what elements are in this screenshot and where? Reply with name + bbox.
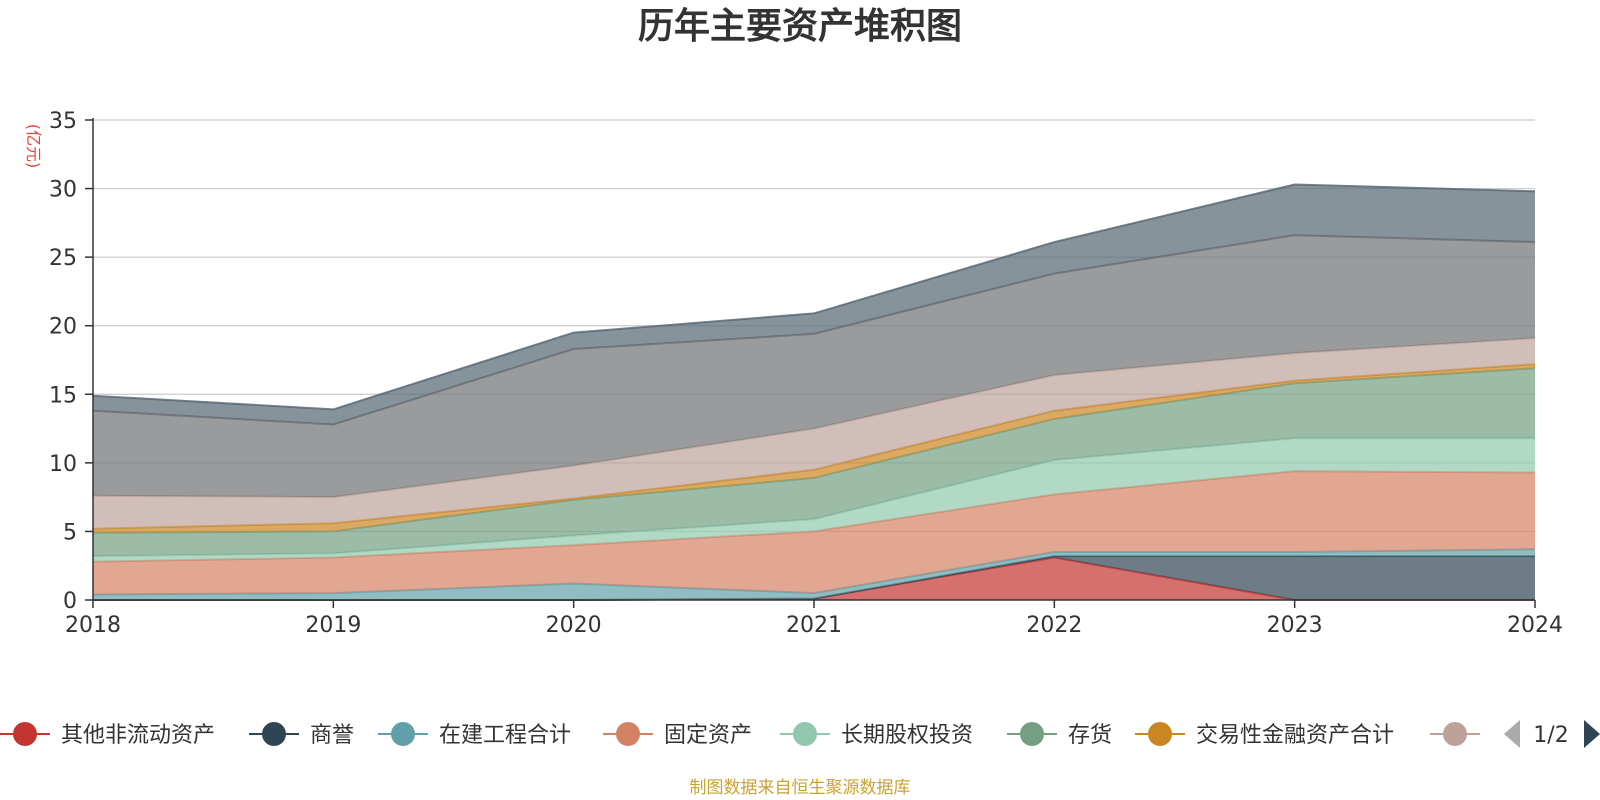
x-tick-label: 2021 — [786, 613, 842, 638]
legend-item-0[interactable]: 其他非流动资产 — [0, 722, 215, 748]
legend-prev-page-icon[interactable] — [1504, 720, 1520, 748]
area-series-8 — [93, 235, 1535, 498]
area-series-3 — [93, 471, 1535, 595]
y-tick-label: 0 — [63, 589, 77, 614]
legend-marker-icon — [1148, 722, 1172, 746]
legend-label: 其他非流动资产 — [61, 723, 215, 748]
y-axis-unit-label: (亿元) — [24, 124, 43, 169]
legend-next-page-icon[interactable] — [1584, 720, 1600, 748]
y-tick-label: 30 — [49, 178, 77, 203]
legend-item-4[interactable]: 长期股权投资 — [780, 722, 973, 748]
area-series-1 — [93, 556, 1535, 600]
legend-marker-icon — [262, 722, 286, 746]
y-tick-label: 25 — [49, 246, 77, 271]
legend-item-5[interactable]: 存货 — [1007, 722, 1112, 748]
legend-marker-icon — [391, 722, 415, 746]
y-tick-label: 5 — [63, 520, 77, 545]
area-series-4 — [93, 438, 1535, 562]
chart-title: 历年主要资产堆积图 — [638, 6, 962, 47]
legend-item-1[interactable]: 商誉 — [249, 722, 354, 748]
y-tick-label: 15 — [49, 383, 77, 408]
area-series-0 — [93, 557, 1535, 600]
legend-label: 在建工程合计 — [439, 723, 571, 748]
data-source-note: 制图数据来自恒生聚源数据库 — [690, 778, 911, 798]
legend-label: 存货 — [1068, 723, 1112, 748]
legend-label: 商誉 — [310, 723, 354, 748]
area-series-9 — [93, 184, 1535, 425]
legend-pager: 1/2 — [1504, 720, 1600, 748]
legend-item-7[interactable] — [1430, 722, 1480, 746]
legend-marker-icon — [13, 722, 37, 746]
x-tick-label: 2024 — [1507, 613, 1563, 638]
legend-page-indicator: 1/2 — [1533, 723, 1568, 748]
y-tick-label: 20 — [49, 315, 77, 340]
x-tick-label: 2019 — [305, 613, 361, 638]
y-tick-label: 10 — [49, 452, 77, 477]
legend-label: 长期股权投资 — [841, 723, 973, 748]
legend-item-6[interactable]: 交易性金融资产合计 — [1135, 722, 1394, 748]
x-tick-label: 2023 — [1267, 613, 1323, 638]
area-series-9-line — [92, 183, 1536, 411]
x-tick-label: 2022 — [1026, 613, 1082, 638]
legend-label: 固定资产 — [664, 723, 752, 748]
legend-marker-icon — [793, 722, 817, 746]
y-tick-label: 35 — [49, 109, 77, 134]
legend-item-3[interactable]: 固定资产 — [603, 722, 752, 748]
legend-item-2[interactable]: 在建工程合计 — [378, 722, 571, 748]
legend-marker-icon — [616, 722, 640, 746]
area-series-7 — [93, 338, 1535, 529]
x-tick-label: 2020 — [546, 613, 602, 638]
legend-marker-icon — [1443, 722, 1467, 746]
legend: 其他非流动资产 商誉 在建工程合计 固定资产 长期股权投资 存货 交易性金融资产合计 — [0, 722, 1480, 748]
x-tick-label: 2018 — [65, 613, 121, 638]
legend-label: 交易性金融资产合计 — [1196, 723, 1394, 748]
area-series-2 — [93, 549, 1535, 600]
legend-marker-icon — [1020, 722, 1044, 746]
area-series-5 — [93, 368, 1535, 557]
area-series-layer — [92, 183, 1536, 601]
axes: 0 5 10 15 20 25 30 35 2018 2019 2020 2021 2022 2023 20… — [49, 109, 1563, 638]
